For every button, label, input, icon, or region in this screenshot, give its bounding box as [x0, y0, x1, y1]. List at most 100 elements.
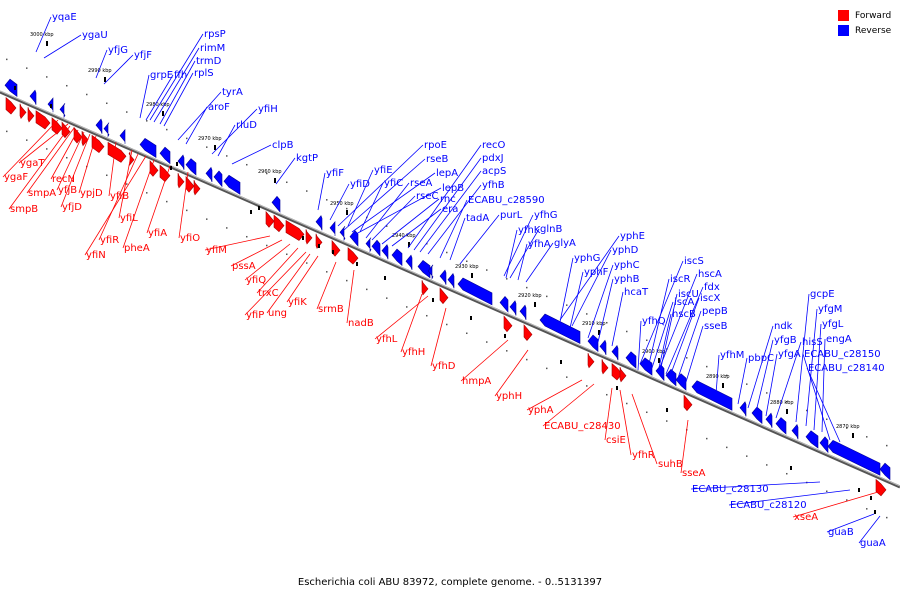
gene-label-yphg[interactable]: yphG: [574, 253, 600, 264]
gene-label-ssea[interactable]: sseA: [682, 468, 706, 479]
gene-label-hsca[interactable]: hscA: [698, 269, 722, 280]
gene-label-yfhk[interactable]: yfhK: [518, 225, 541, 236]
gene-label-yphb[interactable]: yphB: [614, 274, 640, 285]
gene-label-yfiq[interactable]: yfiQ: [246, 275, 266, 286]
gene-label-yfhl[interactable]: yfhL: [376, 334, 398, 345]
gene-label-yfir[interactable]: yfiR: [100, 235, 119, 246]
gene-label-iscs[interactable]: iscS: [684, 256, 704, 267]
gene-label-yfhg[interactable]: yfhG: [534, 210, 558, 221]
gene-label-ecabu-c28430[interactable]: ECABU_c28430: [544, 421, 621, 432]
gene-label-pssa[interactable]: pssA: [232, 261, 256, 272]
gene-label-lepa[interactable]: lepA: [436, 168, 458, 179]
gene-label-guaa[interactable]: guaA: [860, 538, 886, 549]
gene-label-yfha[interactable]: yfhA: [528, 239, 551, 250]
gene-label-rimm[interactable]: rimM: [200, 43, 225, 54]
gene-label-rnc[interactable]: rnc: [440, 194, 456, 205]
gene-label-tada[interactable]: tadA: [466, 213, 489, 224]
gene-label-ndk[interactable]: ndk: [774, 321, 793, 332]
gene-label-rsec[interactable]: rseC: [416, 191, 438, 202]
gene-label-ecabu-c28150[interactable]: ECABU_c28150: [804, 349, 881, 360]
gene-label-rpoe[interactable]: rpoE: [424, 140, 447, 151]
gene-label-yfhh[interactable]: yfhH: [402, 347, 425, 358]
gene-label-yqae[interactable]: yqaE: [52, 12, 77, 23]
gene-label-rpls[interactable]: rplS: [194, 68, 214, 79]
gene-label-yfga[interactable]: yfgA: [778, 349, 801, 360]
gene-label-suhb[interactable]: suhB: [658, 459, 683, 470]
gene-label-yfgb[interactable]: yfgB: [774, 335, 797, 346]
gene-label-lepb[interactable]: lepB: [442, 183, 464, 194]
gene-label-purl[interactable]: purL: [500, 210, 523, 221]
gene-label-tyra[interactable]: tyrA: [222, 87, 243, 98]
gene-label-hmpa[interactable]: hmpA: [462, 376, 491, 387]
gene-label-enga[interactable]: engA: [826, 334, 852, 345]
gene-label-yfhb[interactable]: yfhB: [482, 180, 505, 191]
gene-label-iscu[interactable]: iscU: [678, 289, 699, 300]
gene-label-hscb[interactable]: hscB: [672, 309, 696, 320]
gene-label-ypha[interactable]: yphA: [528, 405, 554, 416]
gene-label-ygau[interactable]: ygaU: [82, 30, 108, 41]
gene-label-yfgm[interactable]: yfgM: [818, 304, 842, 315]
gene-label-grpe[interactable]: grpE: [150, 70, 173, 81]
gene-label-hcat[interactable]: hcaT: [624, 287, 649, 298]
gene-label-yfio[interactable]: yfiO: [180, 233, 200, 244]
gene-label-clpb[interactable]: clpB: [272, 140, 294, 151]
gene-label-yphe[interactable]: yphE: [620, 231, 645, 242]
gene-label-smpa[interactable]: smpA: [28, 188, 56, 199]
gene-label-rsea[interactable]: rseA: [410, 178, 432, 189]
gene-label-yfin[interactable]: yfiN: [86, 250, 106, 261]
gene-label-yfjf[interactable]: yfjF: [134, 50, 152, 61]
gene-label-rseb[interactable]: rseB: [426, 154, 448, 165]
gene-label-ygaf[interactable]: ygaF: [4, 172, 28, 183]
gene-label-arof[interactable]: aroF: [208, 102, 230, 113]
gene-label-ffh[interactable]: ffh: [174, 70, 187, 81]
gene-label-yfic[interactable]: yfiC: [384, 178, 403, 189]
gene-label-fdx[interactable]: fdx: [704, 282, 720, 293]
gene-label-yfhr[interactable]: yfhR: [632, 450, 655, 461]
gene-label-yfhd[interactable]: yfhD: [432, 361, 456, 372]
gene-label-ygat[interactable]: ygaT: [20, 158, 45, 169]
gene-label-isca[interactable]: iscA: [674, 297, 694, 308]
gene-label-yfie[interactable]: yfiE: [374, 165, 393, 176]
gene-label-xsea[interactable]: xseA: [794, 512, 818, 523]
gene-label-yfjd[interactable]: yfjD: [62, 202, 82, 213]
gene-label-yfjg[interactable]: yfjG: [108, 45, 128, 56]
gene-label-smpb[interactable]: smpB: [10, 204, 38, 215]
gene-label-yphf[interactable]: yphF: [584, 267, 609, 278]
gene-label-pbpc[interactable]: pbpC: [748, 353, 774, 364]
gene-label-ecabu-c28590[interactable]: ECABU_c28590: [468, 195, 545, 206]
gene-label-yfim[interactable]: yfiM: [206, 245, 227, 256]
gene-label-ecabu-c28130[interactable]: ECABU_c28130: [692, 484, 769, 495]
gene-label-pdxj[interactable]: pdxJ: [482, 153, 504, 164]
gene-label-yphc[interactable]: yphC: [614, 260, 640, 271]
gene-label-sseb[interactable]: sseB: [704, 321, 728, 332]
gene-label-yfik[interactable]: yfiK: [288, 297, 307, 308]
gene-label-reco[interactable]: recO: [482, 140, 506, 151]
gene-label-trmd[interactable]: trmD: [196, 56, 222, 67]
gene-label-nadb[interactable]: nadB: [348, 318, 374, 329]
gene-label-yfgl[interactable]: yfgL: [822, 319, 844, 330]
gene-label-iscx[interactable]: iscX: [700, 293, 720, 304]
gene-label-rlud[interactable]: rluD: [236, 120, 257, 131]
gene-label-yfhm[interactable]: yfhM: [720, 350, 744, 361]
gene-label-ecabu-c28140[interactable]: ECABU_c28140: [808, 363, 885, 374]
gene-label-hiss[interactable]: hisS: [802, 337, 823, 348]
gene-label-ypjd[interactable]: ypjD: [80, 188, 103, 199]
gene-label-iscr[interactable]: iscR: [670, 274, 690, 285]
gene-label-yfia[interactable]: yfiA: [148, 228, 167, 239]
gene-label-yfip[interactable]: yfiP: [246, 310, 264, 321]
gene-label-glnb[interactable]: glnB: [540, 224, 562, 235]
gene-label-guab[interactable]: guaB: [828, 527, 854, 538]
gene-label-trxc[interactable]: trxC: [258, 288, 279, 299]
gene-label-yfil[interactable]: yfiL: [120, 213, 138, 224]
gene-label-pepb[interactable]: pepB: [702, 306, 728, 317]
gene-label-phea[interactable]: pheA: [124, 243, 150, 254]
gene-label-rpsp[interactable]: rpsP: [204, 29, 226, 40]
gene-label-yfhq[interactable]: yfhQ: [642, 316, 666, 327]
gene-label-glya[interactable]: glyA: [554, 238, 576, 249]
gene-label-yfib[interactable]: yfiB: [110, 191, 129, 202]
gene-label-yfid[interactable]: yfiD: [350, 179, 370, 190]
gene-label-yfif[interactable]: yfiF: [326, 168, 344, 179]
gene-label-gcpe[interactable]: gcpE: [810, 289, 835, 300]
gene-label-yphh[interactable]: yphH: [496, 391, 522, 402]
gene-label-recn[interactable]: recN: [52, 174, 75, 185]
